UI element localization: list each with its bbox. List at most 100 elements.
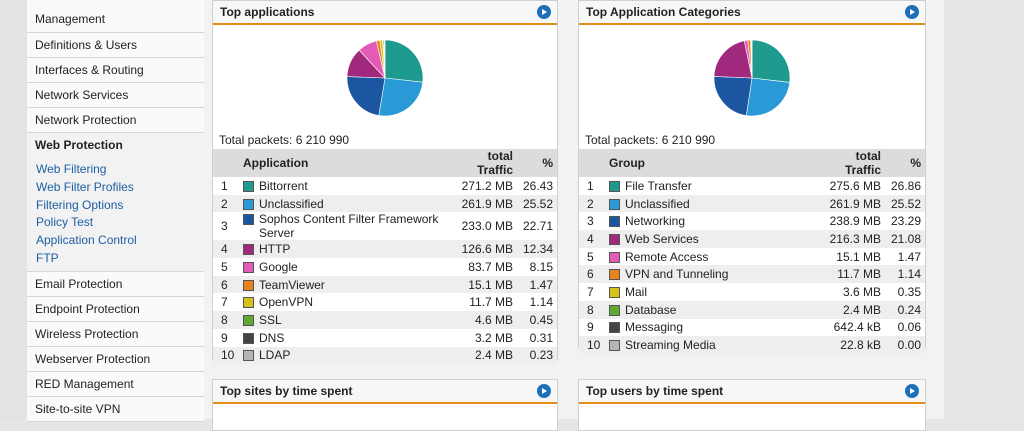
top-categories-panel: Top Application Categories Total packets… bbox=[578, 0, 926, 348]
sidebar-item-interfaces-routing[interactable]: Interfaces & Routing bbox=[27, 58, 204, 83]
row-index: 1 bbox=[579, 177, 605, 195]
total-packets: Total packets: 6 210 990 bbox=[579, 131, 925, 149]
sidebar-item-wireless-protection[interactable]: Wireless Protection bbox=[27, 322, 204, 347]
row-name-cell: Streaming Media bbox=[605, 336, 815, 354]
row-percent: 0.24 bbox=[885, 301, 925, 319]
row-traffic: 11.7 MB bbox=[815, 265, 885, 283]
row-percent: 21.08 bbox=[885, 230, 925, 248]
row-traffic: 22.8 kB bbox=[815, 336, 885, 354]
legend-swatch bbox=[609, 181, 620, 192]
row-percent: 26.43 bbox=[517, 177, 557, 195]
col-index bbox=[213, 149, 239, 177]
pie-chart bbox=[579, 25, 925, 131]
sidebar-item-email-protection[interactable]: Email Protection bbox=[27, 272, 204, 297]
row-index: 3 bbox=[579, 212, 605, 230]
panel-title: Top users by time spent bbox=[586, 384, 723, 398]
pie-slice bbox=[714, 76, 752, 115]
sidebar-item-red-management[interactable]: RED Management bbox=[27, 372, 204, 397]
row-index: 9 bbox=[579, 319, 605, 337]
sidebar-item-site-to-site-vpn[interactable]: Site-to-site VPN bbox=[27, 397, 204, 422]
pie-slice bbox=[347, 77, 385, 116]
pie-chart bbox=[213, 25, 557, 131]
sidebar-item-network-protection[interactable]: Network Protection bbox=[27, 108, 204, 133]
legend-swatch bbox=[609, 216, 620, 227]
legend-swatch bbox=[243, 262, 254, 273]
row-index: 6 bbox=[213, 276, 239, 294]
row-name-cell: Remote Access bbox=[605, 248, 815, 266]
row-traffic: 15.1 MB bbox=[447, 276, 517, 294]
row-name: VPN and Tunneling bbox=[625, 267, 728, 281]
row-percent: 1.47 bbox=[517, 276, 557, 294]
col-group: Group bbox=[605, 149, 815, 177]
row-percent: 25.52 bbox=[517, 195, 557, 213]
submenu-filtering-options[interactable]: Filtering Options bbox=[27, 197, 204, 215]
row-name: TeamViewer bbox=[259, 278, 325, 292]
row-traffic: 2.4 MB bbox=[815, 301, 885, 319]
row-name-cell: Database bbox=[605, 301, 815, 319]
row-traffic: 233.0 MB bbox=[447, 212, 517, 240]
submenu-policy-test[interactable]: Policy Test bbox=[27, 214, 204, 232]
row-name: Mail bbox=[625, 285, 647, 299]
col-application: Application bbox=[239, 149, 447, 177]
circle-arrow-right-icon[interactable] bbox=[905, 384, 919, 398]
row-name-cell: TeamViewer bbox=[239, 276, 447, 294]
panel-header: Top users by time spent bbox=[579, 380, 925, 404]
row-name-cell: HTTP bbox=[239, 240, 447, 258]
row-name-cell: Sophos Content Filter Framework Server bbox=[239, 212, 447, 240]
row-name: Google bbox=[259, 260, 298, 274]
sidebar-item-web-protection[interactable]: Web Protection bbox=[27, 133, 204, 157]
sidebar-item-endpoint-protection[interactable]: Endpoint Protection bbox=[27, 297, 204, 322]
sidebar-item-network-services[interactable]: Network Services bbox=[27, 83, 204, 108]
row-name-cell: Messaging bbox=[605, 319, 815, 337]
row-traffic: 11.7 MB bbox=[447, 293, 517, 311]
row-traffic: 216.3 MB bbox=[815, 230, 885, 248]
submenu-web-filter-profiles[interactable]: Web Filter Profiles bbox=[27, 179, 204, 197]
sidebar-item-management[interactable]: Management bbox=[27, 0, 204, 33]
row-name: HTTP bbox=[259, 242, 290, 256]
row-percent: 0.00 bbox=[885, 336, 925, 354]
sidebar-nav: Management Definitions & Users Interface… bbox=[27, 0, 205, 419]
row-name-cell: Google bbox=[239, 258, 447, 276]
row-traffic: 15.1 MB bbox=[815, 248, 885, 266]
row-traffic: 271.2 MB bbox=[447, 177, 517, 195]
submenu-web-filtering[interactable]: Web Filtering bbox=[27, 161, 204, 179]
row-index: 7 bbox=[579, 283, 605, 301]
legend-swatch bbox=[243, 181, 254, 192]
circle-arrow-right-icon[interactable] bbox=[537, 384, 551, 398]
legend-swatch bbox=[609, 340, 620, 351]
row-name-cell: VPN and Tunneling bbox=[605, 265, 815, 283]
row-name-cell: Mail bbox=[605, 283, 815, 301]
row-name-cell: Web Services bbox=[605, 230, 815, 248]
row-traffic: 238.9 MB bbox=[815, 212, 885, 230]
row-percent: 1.14 bbox=[885, 265, 925, 283]
row-name-cell: Bittorrent bbox=[239, 177, 447, 195]
legend-swatch bbox=[243, 214, 254, 225]
submenu-application-control[interactable]: Application Control bbox=[27, 232, 204, 250]
sidebar-item-definitions-users[interactable]: Definitions & Users bbox=[27, 33, 204, 58]
circle-arrow-right-icon[interactable] bbox=[905, 5, 919, 19]
row-percent: 1.14 bbox=[517, 293, 557, 311]
web-protection-submenu: Web Filtering Web Filter Profiles Filter… bbox=[27, 157, 204, 272]
legend-swatch bbox=[243, 333, 254, 344]
row-name: SSL bbox=[259, 313, 282, 327]
top-applications-panel: Top applications Total packets: 6 210 99… bbox=[212, 0, 558, 360]
row-index: 4 bbox=[579, 230, 605, 248]
row-percent: 8.15 bbox=[517, 258, 557, 276]
sidebar-item-webserver-protection[interactable]: Webserver Protection bbox=[27, 347, 204, 372]
submenu-ftp[interactable]: FTP bbox=[27, 250, 204, 268]
circle-arrow-right-icon[interactable] bbox=[537, 5, 551, 19]
row-traffic: 261.9 MB bbox=[815, 195, 885, 213]
top-applications-pie bbox=[345, 38, 425, 118]
row-traffic: 275.6 MB bbox=[815, 177, 885, 195]
